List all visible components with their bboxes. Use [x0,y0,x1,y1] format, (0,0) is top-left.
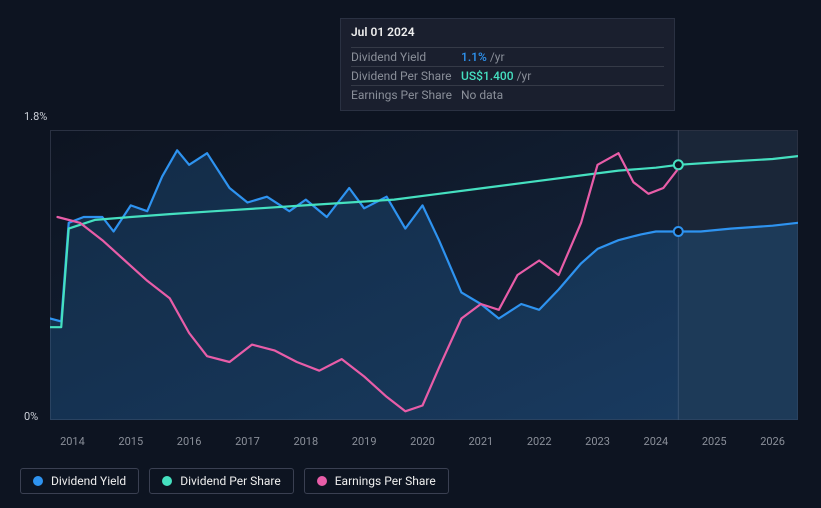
x-axis-tick: 2019 [352,435,377,448]
x-axis-tick: 2018 [293,435,318,448]
x-axis-tick: 2017 [235,435,260,448]
legend-dot-icon [33,476,43,486]
tooltip-rows: Dividend Yield1.1%/yrDividend Per ShareU… [351,47,664,104]
chart-tooltip: Jul 01 2024 Dividend Yield1.1%/yrDividen… [340,18,675,111]
legend-dot-icon [162,476,172,486]
tooltip-row: Dividend Yield1.1%/yr [351,47,664,66]
y-axis-min: 0% [24,410,38,423]
tooltip-row-suffix: /yr [517,69,532,83]
x-axis-tick: 2015 [118,435,143,448]
tooltip-date: Jul 01 2024 [351,25,664,43]
x-axis-tick: 2016 [177,435,202,448]
x-axis-tick: 2024 [644,435,669,448]
tooltip-row: Earnings Per ShareNo data [351,85,664,104]
series-marker[interactable] [674,160,683,169]
legend-dot-icon [317,476,327,486]
tooltip-row-value: 1.1% [461,50,487,64]
tooltip-row: Dividend Per ShareUS$1.400/yr [351,66,664,85]
tooltip-row-label: Dividend Per Share [351,69,461,83]
legend: Dividend Yield Dividend Per Share Earnings… [20,468,449,494]
x-axis-tick: 2021 [468,435,493,448]
series-marker[interactable] [674,227,683,236]
legend-item[interactable]: Earnings Per Share [304,468,449,494]
x-axis-tick: 2014 [60,435,85,448]
legend-label: Dividend Yield [51,474,126,488]
x-axis-tick: 2022 [527,435,552,448]
tooltip-row-label: Dividend Yield [351,50,461,64]
legend-item[interactable]: Dividend Per Share [149,468,294,494]
tooltip-row-label: Earnings Per Share [351,88,461,102]
chart-plot[interactable] [50,130,798,420]
x-axis-tick: 2020 [410,435,435,448]
legend-label: Earnings Per Share [335,474,436,488]
x-axis-tick: 2026 [760,435,785,448]
tooltip-row-nodata: No data [461,88,503,102]
tooltip-row-value: US$1.400 [461,69,514,83]
legend-item[interactable]: Dividend Yield [20,468,139,494]
tooltip-row-suffix: /yr [490,50,505,64]
x-axis-tick: 2025 [702,435,727,448]
y-axis-max: 1.8% [24,110,47,123]
x-axis-tick: 2023 [585,435,610,448]
legend-label: Dividend Per Share [180,474,281,488]
